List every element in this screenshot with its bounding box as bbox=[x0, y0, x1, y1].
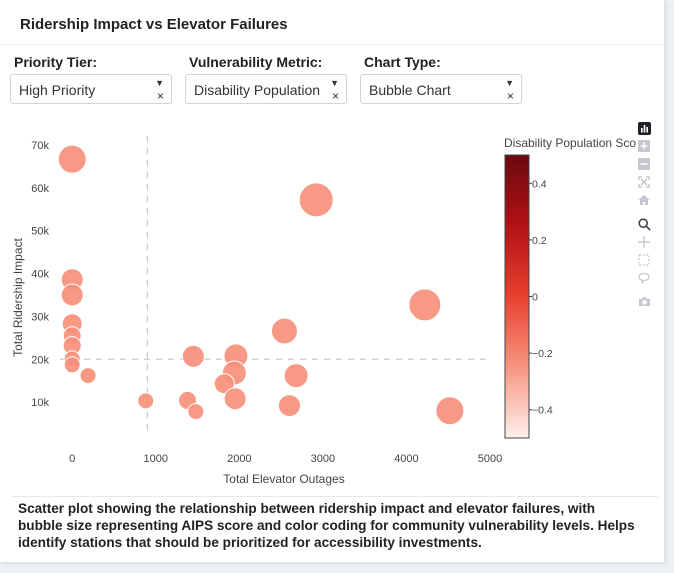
colorbar-tick-label: 0.4 bbox=[532, 178, 547, 190]
data-point bbox=[408, 288, 442, 322]
x-tick-label: 2000 bbox=[227, 453, 251, 465]
data-point bbox=[137, 392, 155, 410]
priority-tier-label: Priority Tier: bbox=[14, 54, 97, 70]
y-tick-label: 70k bbox=[31, 140, 49, 152]
zoom-icon[interactable] bbox=[636, 218, 652, 232]
data-point bbox=[435, 396, 465, 426]
zoom-in-icon[interactable] bbox=[636, 140, 652, 154]
data-point bbox=[57, 144, 87, 174]
x-tick-label: 3000 bbox=[311, 453, 335, 465]
caret-down-icon[interactable]: ▼ bbox=[505, 78, 514, 88]
x-tick-label: 4000 bbox=[394, 453, 418, 465]
clear-icon[interactable]: × bbox=[506, 89, 514, 103]
x-tick-label: 0 bbox=[69, 453, 75, 465]
lasso-select-icon[interactable] bbox=[636, 272, 652, 286]
chart-type-value: Bubble Chart bbox=[369, 82, 451, 98]
x-axis-title: Total Elevator Outages bbox=[223, 472, 344, 486]
plotly-logo-icon[interactable] bbox=[636, 122, 652, 136]
y-tick-label: 40k bbox=[31, 269, 49, 281]
caret-down-icon[interactable]: ▼ bbox=[330, 78, 339, 88]
caret-down-icon[interactable]: ▼ bbox=[155, 78, 164, 88]
colorbar-tick-label: −0.2 bbox=[532, 348, 553, 360]
chart-caption: Scatter plot showing the relationship be… bbox=[18, 501, 635, 550]
clear-icon[interactable]: × bbox=[331, 89, 339, 103]
zoom-out-icon[interactable] bbox=[636, 158, 652, 172]
page-title: Ridership Impact vs Elevator Failures bbox=[20, 16, 288, 33]
chart-type-label: Chart Type: bbox=[364, 54, 441, 70]
chart-card: Ridership Impact vs Elevator Failures Pr… bbox=[0, 0, 665, 563]
colorbar-tick-label: −0.4 bbox=[532, 405, 553, 417]
vulnerability-metric-label: Vulnerability Metric: bbox=[189, 54, 323, 70]
data-point bbox=[63, 356, 81, 374]
data-point bbox=[213, 373, 235, 395]
colorbar-tick-label: 0.2 bbox=[532, 235, 547, 247]
chart-type-dropdown[interactable]: Bubble Chart ▼ × bbox=[360, 74, 522, 104]
y-tick-label: 30k bbox=[31, 311, 49, 323]
clear-icon[interactable]: × bbox=[156, 89, 164, 103]
data-point bbox=[79, 367, 97, 385]
data-point bbox=[60, 283, 84, 307]
priority-tier-dropdown[interactable]: High Priority ▼ × bbox=[10, 74, 172, 104]
x-tick-label: 5000 bbox=[478, 453, 502, 465]
y-tick-label: 60k bbox=[31, 183, 49, 195]
data-point bbox=[187, 403, 205, 421]
header-divider bbox=[0, 44, 664, 45]
priority-tier-value: High Priority bbox=[19, 82, 96, 98]
data-point bbox=[270, 317, 298, 345]
vulnerability-metric-value: Disability Population bbox=[194, 82, 321, 98]
y-tick-label: 20k bbox=[31, 354, 49, 366]
x-tick-label: 1000 bbox=[144, 453, 168, 465]
y-tick-label: 10k bbox=[31, 397, 49, 409]
data-point bbox=[223, 387, 247, 411]
data-point bbox=[298, 182, 334, 218]
y-axis-title: Total Ridership Impact bbox=[11, 237, 25, 356]
colorbar bbox=[504, 154, 530, 439]
reset-axes-icon[interactable] bbox=[636, 194, 652, 208]
data-point bbox=[181, 344, 205, 368]
y-tick-label: 50k bbox=[31, 226, 49, 238]
box-select-icon[interactable] bbox=[636, 254, 652, 268]
data-point bbox=[277, 394, 301, 418]
colorbar-title: Disability Population Score bbox=[504, 136, 636, 150]
caption-divider bbox=[12, 496, 658, 497]
data-point bbox=[283, 363, 309, 389]
bubble-chart[interactable]: 0 1000 2000 3000 4000 5000 10k 20k 30k 40k 50k 60k 7… bbox=[0, 120, 636, 490]
autoscale-icon[interactable] bbox=[636, 176, 652, 190]
colorbar-tick-label: 0 bbox=[532, 292, 538, 304]
vulnerability-metric-dropdown[interactable]: Disability Population ▼ × bbox=[185, 74, 347, 104]
camera-icon[interactable] bbox=[636, 296, 652, 310]
pan-icon[interactable] bbox=[636, 236, 652, 250]
